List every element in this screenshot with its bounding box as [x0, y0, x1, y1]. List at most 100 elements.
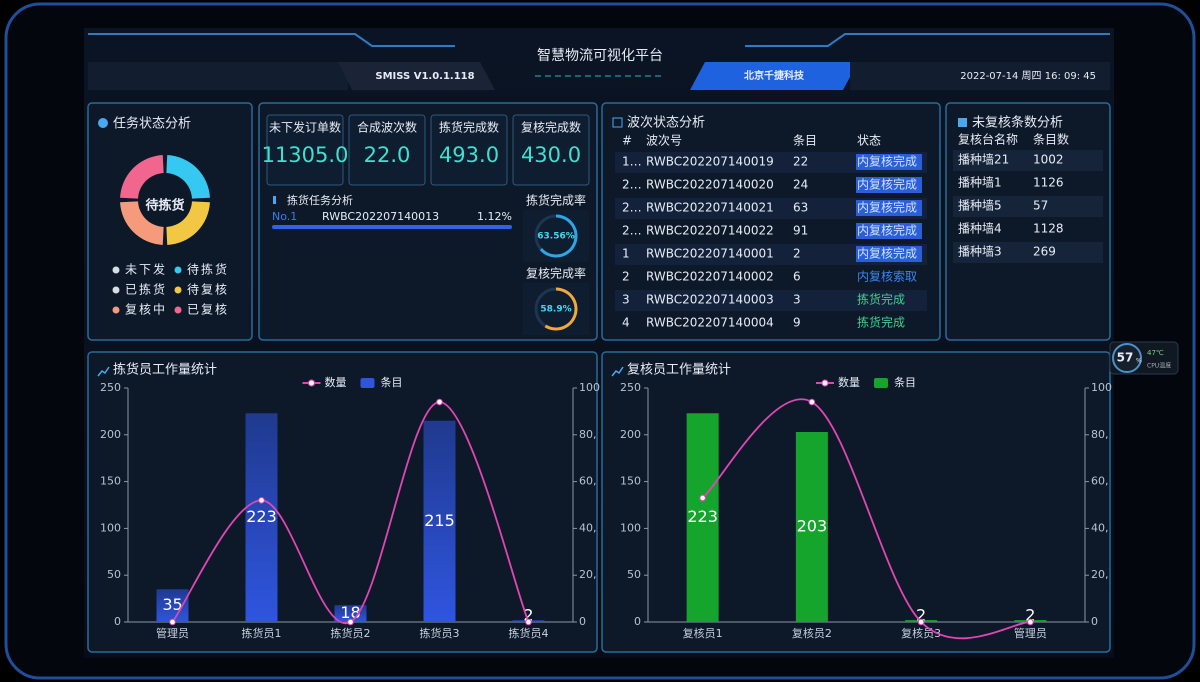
header-bar: [850, 62, 1110, 90]
table-cell: 拣货完成: [857, 292, 905, 307]
table-row: [615, 198, 927, 219]
table-cell: RWBC202207140004: [646, 316, 774, 330]
table-cell: RWBC202207140022: [646, 224, 774, 238]
legend-swatch: [874, 378, 888, 388]
panel-title: 未复核条数分析: [972, 115, 1063, 131]
y2-tick-label: 40,: [579, 521, 597, 534]
table-cell: 1…: [622, 155, 642, 169]
x-tick-label: 复核员1: [683, 626, 723, 640]
table-cell: 播种墙1: [958, 176, 1002, 190]
stat-value: 11305.0: [262, 143, 349, 167]
x-tick-label: 管理员: [1014, 626, 1047, 640]
y-tick-label: 150: [620, 475, 641, 488]
task-progress: [272, 225, 512, 229]
table-header: 状态: [857, 134, 881, 148]
y2-tick-label: 100: [579, 381, 600, 394]
table-cell: 63: [793, 201, 808, 215]
legend-swatch: [360, 378, 375, 388]
y-tick-label: 50: [107, 568, 121, 581]
gauge-label: 复核完成率: [526, 266, 586, 281]
page-title: 智慧物流可视化平台: [537, 48, 663, 64]
y-tick-label: 150: [100, 475, 121, 488]
task-rank: No.1: [272, 210, 297, 223]
x-tick-label: 拣货员3: [420, 626, 460, 640]
table-row: [615, 244, 927, 265]
table-cell: RWBC202207140019: [646, 155, 774, 169]
table-header: 条目: [793, 134, 817, 148]
table-cell: 269: [1033, 245, 1056, 259]
bar-value-label: 2: [523, 606, 533, 625]
line-point: [436, 398, 443, 406]
legend-label: 待拣货: [187, 262, 229, 277]
table-cell: 拣货完成: [857, 315, 905, 330]
bar-value-label: 2: [1025, 606, 1035, 625]
cpu-temperature: 47℃: [1147, 349, 1164, 357]
y-tick-label: 200: [620, 428, 641, 441]
legend-label: 数量: [325, 376, 347, 389]
table-cell: 1128: [1033, 222, 1064, 236]
x-tick-label: 管理员: [156, 626, 189, 640]
table-cell: 22: [793, 155, 808, 169]
gauge-arc: [544, 287, 578, 331]
status-highlight: [856, 200, 922, 216]
y2-tick-label: 100: [1091, 381, 1112, 394]
table-cell: 3: [622, 293, 630, 307]
line-point: [808, 398, 816, 406]
stat-label: 复核完成数: [521, 120, 581, 135]
legend-dot: [112, 306, 120, 314]
legend-label: 条目: [894, 375, 916, 389]
table-cell: 1: [622, 247, 630, 261]
table-cell: 内复核完成: [857, 223, 917, 238]
donut-segment: [166, 201, 210, 245]
title-icon: [612, 117, 623, 128]
panel: [87, 102, 253, 341]
bar-value-label: 35: [162, 595, 182, 614]
table-cell: 2: [622, 270, 630, 284]
title-icon: [958, 118, 967, 127]
table-cell: 播种墙5: [958, 199, 1002, 213]
table-row: [953, 196, 1103, 217]
table-header: #: [622, 134, 632, 148]
y2-tick-label: 60,: [1091, 475, 1109, 488]
legend-label: 未下发: [125, 262, 167, 277]
y2-tick-label: 80,: [1091, 428, 1109, 441]
line-point: [917, 618, 925, 626]
bar-value-label: 223: [687, 507, 718, 526]
y2-tick-label: 20,: [579, 568, 597, 581]
stat-value: 493.0: [439, 143, 499, 167]
status-highlight: [856, 177, 922, 193]
stat-card: [348, 114, 426, 186]
gauge-box: [523, 210, 589, 262]
bar: [334, 605, 367, 622]
table-cell: RWBC202207140002: [646, 270, 774, 284]
header-line: [88, 33, 455, 47]
donut-segment: [166, 155, 210, 199]
legend-label: 待复核: [187, 283, 229, 297]
header-bar: [88, 62, 348, 90]
legend-point: [821, 379, 829, 387]
table-cell: 2: [793, 247, 801, 261]
table-cell: 24: [793, 178, 808, 192]
table-header: 波次号: [646, 134, 682, 148]
x-tick-label: 复核员2: [792, 626, 832, 640]
y2-tick-label: 40,: [1091, 521, 1109, 534]
donut-center-label: 待拣货: [144, 198, 184, 214]
y-tick-label: 50: [627, 568, 641, 581]
table-cell: 1002: [1033, 153, 1064, 167]
company: 北京千捷科技: [744, 69, 805, 82]
legend-label: 条目: [381, 375, 403, 389]
section-title: 拣货任务分析: [287, 193, 353, 207]
y2-tick-label: 80,: [579, 428, 597, 441]
legend-label: 复核中: [125, 302, 167, 317]
title-icon: [611, 366, 624, 377]
table-cell: 4: [622, 316, 630, 330]
chart-title: 复核员工作量统计: [627, 363, 731, 378]
panel: [87, 351, 598, 653]
table-cell: 2…: [622, 201, 642, 215]
line-point: [525, 618, 532, 626]
title-icon: [98, 118, 108, 128]
line-series: [702, 398, 1031, 640]
table-row: [615, 152, 927, 173]
table-cell: RWBC202207140003: [646, 293, 774, 307]
